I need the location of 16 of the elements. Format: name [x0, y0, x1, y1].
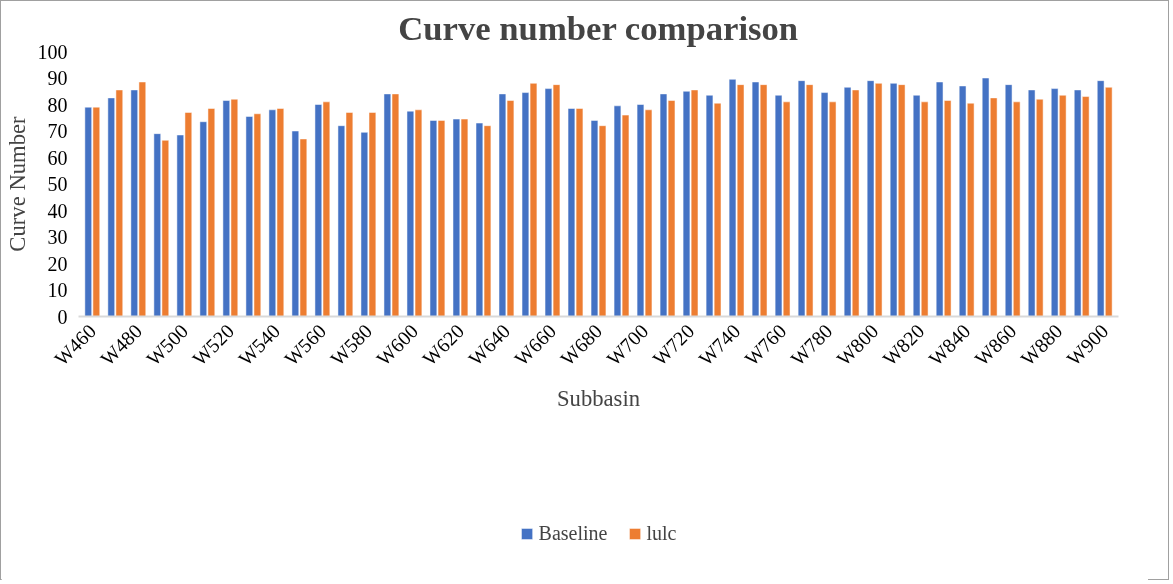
y-tick-label: 90 — [47, 67, 68, 89]
y-tick-label: 50 — [47, 173, 68, 195]
x-axis-title: Subbasin — [556, 385, 641, 411]
y-tick-label: 10 — [47, 279, 68, 301]
y-tick-label: 20 — [47, 252, 68, 275]
legend-label: lulc — [646, 521, 677, 545]
y-tick-label: 70 — [47, 120, 68, 142]
y-axis-title: Curve Number — [4, 115, 30, 252]
y-tick-label: 100 — [37, 40, 68, 63]
legend-label: Baseline — [538, 521, 608, 545]
y-tick-label: 80 — [47, 93, 68, 116]
y-tick-label: 40 — [47, 199, 68, 222]
y-tick-label: 0 — [57, 305, 68, 328]
y-tick-label: 30 — [47, 226, 68, 248]
chart-title: Curve number comparison — [398, 8, 799, 47]
y-tick-label: 60 — [47, 146, 68, 169]
